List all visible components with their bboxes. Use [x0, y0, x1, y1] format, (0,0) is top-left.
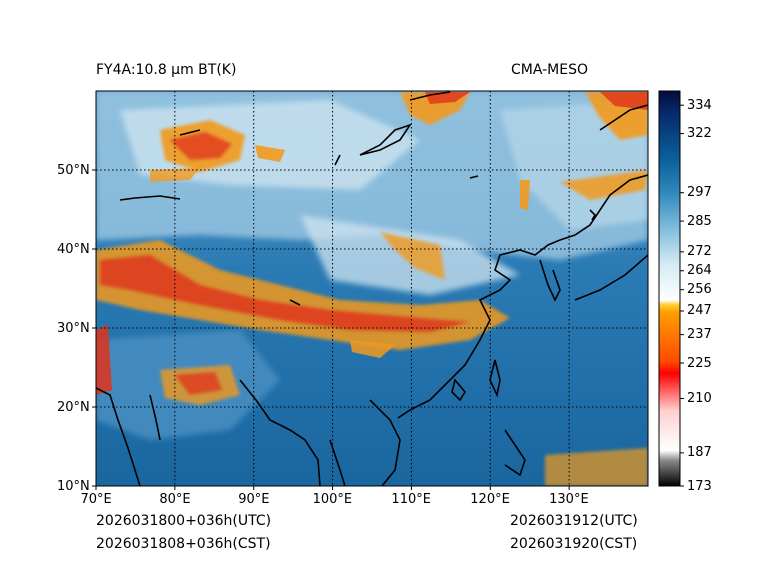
- map-frame: [95, 90, 649, 487]
- figure-title: FY4A:10.8 μm BT(K): [96, 62, 237, 78]
- colorbar-tick-label: 173: [687, 478, 712, 494]
- colorbar-bar: [658, 90, 681, 487]
- lon-label: 80°E: [159, 492, 191, 507]
- axis-ticks: [92, 169, 570, 490]
- satellite-image-layer: [96, 91, 648, 486]
- colorbar-tick-label: 297: [687, 185, 712, 201]
- lon-label: 90°E: [238, 492, 270, 507]
- graticule: [96, 91, 648, 486]
- init-time-utc: 2026031800+036h(UTC): [96, 513, 272, 529]
- lat-label: 40°N: [57, 241, 90, 257]
- lat-label: 30°N: [57, 320, 90, 336]
- colorbar-tick-label: 210: [687, 390, 712, 406]
- lat-label: 10°N: [57, 478, 90, 494]
- colorbar-tick-label: 187: [687, 445, 712, 461]
- colorbar-tick-label: 247: [687, 303, 712, 319]
- lon-label: 100°E: [312, 492, 353, 507]
- init-time-cst: 2026031808+036h(CST): [96, 536, 271, 552]
- valid-time-utc: 2026031912(UTC): [510, 513, 638, 529]
- lon-label: 70°E: [80, 492, 112, 507]
- lon-label: 120°E: [470, 492, 510, 507]
- colorbar-tick-label: 264: [687, 263, 712, 279]
- colorbar-tick-label: 285: [687, 213, 712, 229]
- coastlines: [96, 91, 648, 486]
- cloud-patch-northeast: [500, 100, 648, 230]
- lon-label: 130°E: [549, 492, 589, 507]
- colorbar-tick-label: 225: [687, 355, 712, 371]
- valid-time-cst: 2026031920(CST): [510, 536, 638, 552]
- colorbar-tick-label: 256: [687, 282, 712, 298]
- lat-label: 20°N: [57, 399, 90, 415]
- cold-cloud-tops: [96, 92, 648, 486]
- colorbar-tick-label: 322: [687, 126, 712, 142]
- colorbar-tick-label: 237: [687, 327, 712, 343]
- colorbar-tick-label: 272: [687, 244, 712, 260]
- lon-label: 110°E: [391, 492, 431, 507]
- lat-label: 50°N: [57, 162, 90, 178]
- colorbar-ticks: [680, 104, 684, 487]
- colorbar-tick-label: 334: [687, 97, 712, 113]
- model-name: CMA-MESO: [511, 62, 589, 78]
